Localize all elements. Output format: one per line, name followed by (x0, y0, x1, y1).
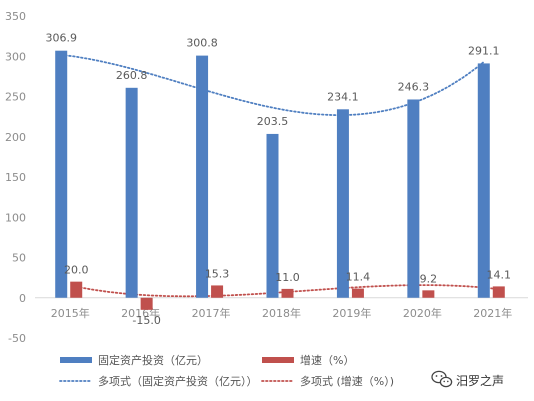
bar-series-0 (55, 50, 68, 298)
legend-swatch (60, 357, 92, 363)
data-label: 15.3 (205, 267, 230, 280)
bar-series-1 (422, 290, 435, 298)
legend-label: 增速（%） (300, 353, 354, 367)
x-axis: 2015年 2016年 2017年 2018年 2019年 2020年 2021年 (35, 297, 528, 320)
bar-series-0 (407, 99, 420, 298)
y-tick-label: 0 (19, 292, 26, 305)
x-tick-label: 2015年 (51, 306, 90, 320)
bar-series-1 (351, 288, 364, 298)
data-label: 203.5 (257, 115, 289, 128)
legend-label: 固定资产投资（亿元） (98, 353, 208, 367)
y-tick-label: 300 (5, 50, 26, 63)
x-tick-label: 2018年 (262, 306, 301, 320)
watermark-text: 汨罗之声 (456, 374, 504, 388)
legend-label: 多项式 (增速（%）) (300, 374, 394, 388)
data-label: 246.3 (398, 80, 430, 93)
x-tick-label: 2021年 (473, 306, 512, 320)
data-label: 234.1 (327, 90, 359, 103)
x-tick-label: 2017年 (192, 306, 231, 320)
data-label: -15.0 (132, 314, 160, 327)
data-label: 306.9 (45, 32, 77, 45)
data-label: 9.2 (420, 272, 438, 285)
data-label: 11.0 (275, 271, 300, 284)
y-axis: -50 0 50 100 150 200 250 300 350 (5, 10, 26, 345)
y-tick-label: 200 (5, 131, 26, 144)
y-tick-label: 250 (5, 91, 26, 104)
bar-series-1 (140, 297, 153, 310)
bar-series-0 (196, 55, 209, 298)
x-tick-label: 2019年 (332, 306, 371, 320)
y-tick-label: 100 (5, 211, 26, 224)
watermark: 汨罗之声 (431, 370, 504, 388)
data-label: 14.1 (487, 268, 512, 281)
data-label: 300.8 (186, 37, 218, 50)
bars (55, 50, 505, 310)
data-label: 11.4 (346, 271, 371, 284)
x-tick-label: 2020年 (403, 306, 442, 320)
data-labels: 306.9 260.8 300.8 203.5 234.1 246.3 291.1 20.0 -… (45, 32, 511, 327)
legend-swatch (262, 357, 294, 363)
legend: 固定资产投资（亿元） 增速（%） 多项式（固定资产投资（亿元）） 多项式 (增速（%）… (59, 353, 394, 388)
data-label: 20.0 (64, 264, 89, 277)
bar-series-1 (211, 285, 224, 298)
bar-series-1 (70, 281, 83, 298)
y-tick-label: 150 (5, 171, 26, 184)
legend-label: 多项式（固定资产投资（亿元）） (98, 374, 258, 388)
bar-series-0 (125, 87, 138, 298)
data-label: 260.8 (116, 69, 148, 82)
data-label: 291.1 (468, 44, 500, 57)
bar-series-0 (266, 133, 279, 298)
y-tick-label: 350 (5, 10, 26, 23)
bar-series-1 (281, 288, 294, 298)
bar-series-1 (492, 286, 505, 298)
y-tick-label: -50 (8, 332, 26, 345)
wechat-icon (431, 370, 453, 388)
y-tick-label: 50 (12, 252, 26, 265)
bar-series-0 (477, 63, 490, 298)
bar-series-0 (336, 109, 349, 298)
